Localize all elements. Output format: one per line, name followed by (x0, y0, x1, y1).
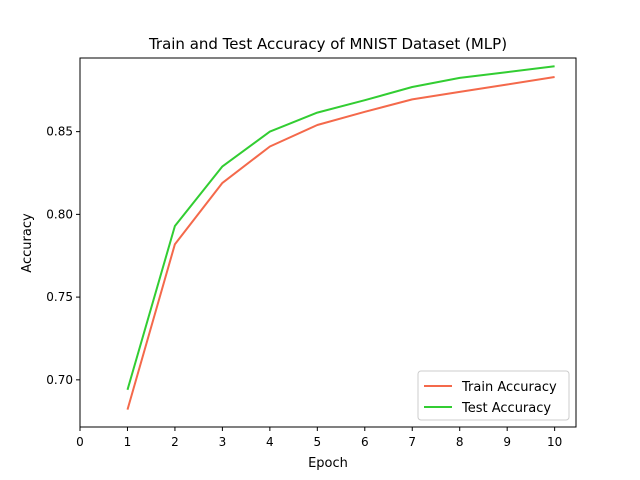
legend-label-train: Train Accuracy (461, 380, 557, 395)
y-axis-label: Accuracy (20, 213, 35, 273)
x-tick-label: 8 (456, 435, 464, 449)
chart-title: Train and Test Accuracy of MNIST Dataset… (148, 35, 507, 53)
x-tick-label: 0 (76, 435, 84, 449)
x-tick-label: 3 (219, 435, 227, 449)
series-lines (126, 65, 555, 410)
y-tick-label: 0.85 (46, 125, 73, 139)
y-tick-label: 0.80 (46, 207, 73, 221)
x-tick-label: 10 (547, 435, 562, 449)
x-tick-label: 5 (314, 435, 322, 449)
series-line-train (126, 76, 555, 410)
x-tick-label: 9 (503, 435, 511, 449)
y-tick-label: 0.75 (46, 290, 73, 304)
series-line-test (126, 65, 555, 391)
y-tick-label: 0.70 (46, 373, 73, 387)
x-tick-label: 6 (361, 435, 369, 449)
plot-area (79, 57, 577, 428)
legend-box (417, 370, 570, 421)
x-tick-label: 2 (171, 435, 179, 449)
x-tick-label: 7 (408, 435, 416, 449)
x-axis: 0 1 2 3 4 5 6 7 8 9 10 (76, 427, 562, 449)
legend-label-test: Test Accuracy (461, 401, 551, 416)
x-tick-label: 4 (266, 435, 274, 449)
legend: Train Accuracy Test Accuracy (417, 370, 570, 421)
y-axis: 0.70 0.75 0.80 0.85 (46, 125, 80, 387)
x-tick-label: 1 (124, 435, 132, 449)
x-axis-label: Epoch (308, 456, 348, 471)
